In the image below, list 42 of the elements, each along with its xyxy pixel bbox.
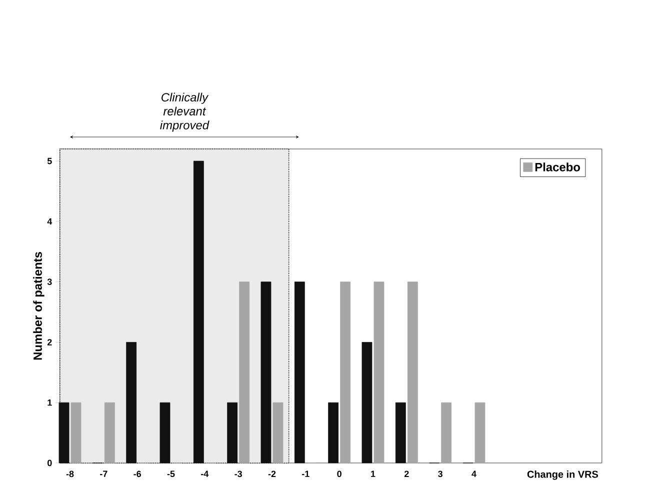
band-label: Clinically relevant improved [160,92,210,132]
bar [104,402,115,464]
y-tick-label: 4 [47,218,52,225]
bar [272,402,284,464]
x-tick-label: -6 [134,470,141,478]
y-tick-label: 1 [48,400,52,406]
bar [340,282,351,464]
x-tick-label: -3 [234,470,242,478]
y-tick-label: 0 [48,460,52,466]
x-tick-label: 0 [337,470,342,478]
x-tick-label: 1 [371,470,376,477]
x-tick-label: 4 [472,470,476,477]
y-tick-label: 5 [47,158,52,164]
x-tick-label: -1 [302,470,310,477]
bar [441,402,452,464]
bar [193,160,204,464]
y-axis-title: Number of patients [33,252,44,360]
legend-label: Placebo [535,162,580,172]
bar [160,402,170,464]
x-tick-label: 2 [404,470,409,478]
y-tick-label: 2 [47,339,52,346]
bar [239,282,250,464]
x-tick-label: -4 [201,470,209,477]
bar [407,282,418,464]
bar [126,342,137,464]
bar [294,282,305,464]
bar [70,402,82,464]
x-tick-label: -5 [167,470,175,478]
bar [374,282,384,464]
x-tick-label: -7 [100,470,108,477]
bar [395,402,406,464]
bar [362,342,372,464]
x-tick-label: -2 [268,470,276,478]
bar [328,402,339,464]
x-tick-label: -8 [66,470,74,478]
bar [58,402,70,464]
bar [260,282,272,464]
bar [227,402,238,464]
bar [474,402,486,464]
x-tick-label: 3 [438,470,442,478]
y-tick-label: 3 [47,278,52,286]
x-axis-title: Change in VRS [527,470,598,480]
